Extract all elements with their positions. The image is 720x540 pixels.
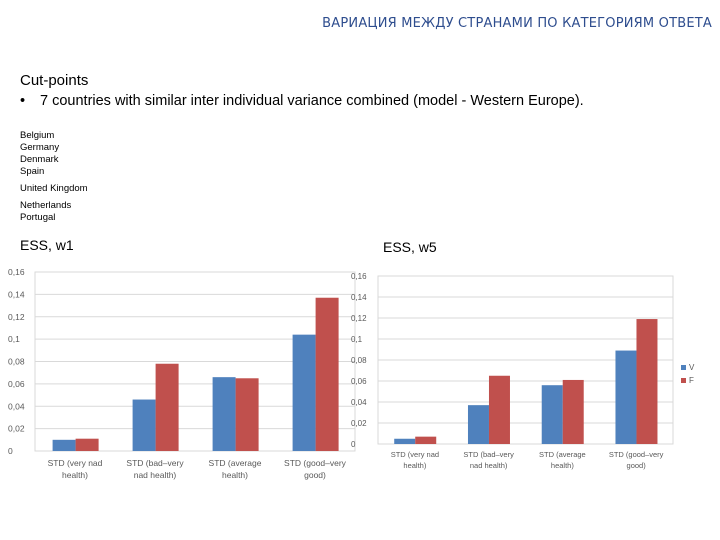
category-label: STD (very nad [391,450,439,459]
y-tick-label: 0 [8,446,13,456]
category-label: STD (bad–very [126,458,184,468]
y-tick-label: 0 [351,440,356,449]
bar-series-2 [562,379,584,444]
category-label: STD (average [209,458,262,468]
y-tick-label: 0,12 [351,314,367,323]
cutpoints-bullet-line: • 7 countries with similar inter individu… [20,93,584,109]
country-item: Spain [20,166,45,177]
category-label: good) [304,470,326,480]
y-tick-label: 0,12 [8,312,25,322]
bar-series-2 [235,378,259,451]
chart-ess-w1: 0 0,02 0,04 0,06 0,08 0,1 0,12 0,14 0,16 STD (ver… [8,267,356,480]
y-tick-label: 0,06 [8,379,25,389]
category-label: nad health) [134,470,177,480]
bar-series-2 [155,363,179,451]
country-item: Denmark [20,154,59,165]
country-item: Portugal [20,212,56,223]
country-item: United Kingdom [20,183,88,194]
bar-series-1 [541,385,563,444]
bullet-icon: • [20,93,26,109]
y-tick-label: 0,1 [351,335,363,344]
bar-series-2 [75,438,99,451]
bar-series-1 [394,438,416,444]
page-title: ВАРИАЦИЯ МЕЖДУ СТРАНАМИ ПО КАТЕГОРИЯМ ОТ… [322,16,712,31]
category-label: health) [403,461,426,470]
category-label: nad health) [470,461,508,470]
y-tick-label: 0,02 [8,424,25,434]
bar-series-1 [132,399,156,451]
legend-label: V [689,363,695,372]
legend-swatch [681,378,686,383]
chart-label-w1: ESS, w1 [20,237,74,253]
category-label: health) [551,461,574,470]
category-label: STD (average [539,450,586,459]
chart-ess-w5: 0 0,02 0,04 0,06 0,08 0,1 0,12 0,14 0,16 STD (ver… [351,272,695,470]
category-label: good) [627,461,647,470]
cutpoints-text: 7 countries with similar inter individua… [40,93,584,109]
bar-series-2 [315,297,339,451]
bar-series-1 [615,350,637,444]
category-label: STD (bad–very [463,450,514,459]
category-label: STD (good–very [284,458,347,468]
cutpoints-heading: Cut-points [20,72,89,89]
category-label: STD (good–very [609,450,664,459]
legend-swatch [681,365,686,370]
y-tick-label: 0,04 [351,398,367,407]
bar-series-2 [415,436,437,444]
y-tick-label: 0,08 [8,357,25,367]
y-tick-label: 0,04 [8,401,25,411]
country-item: Germany [20,142,60,153]
bar-series-1 [467,405,489,444]
country-item: Netherlands [20,200,72,211]
y-tick-label: 0,02 [351,419,367,428]
y-tick-label: 0,1 [8,334,20,344]
y-tick-label: 0,14 [351,293,367,302]
legend-label: F [689,376,694,385]
bar-series-1 [292,334,316,451]
y-tick-label: 0,06 [351,377,367,386]
y-tick-label: 0,08 [351,356,367,365]
bar-series-1 [52,439,76,451]
chart-label-w5: ESS, w5 [383,239,437,255]
category-label: STD (very nad [48,458,103,468]
y-tick-label: 0,16 [8,267,25,277]
countries-list: Belgium Germany Denmark Spain United Kin… [20,130,88,224]
bar-series-2 [636,319,658,444]
bar-series-1 [212,377,236,451]
country-item: Belgium [20,130,55,141]
y-tick-label: 0,16 [351,272,367,281]
category-label: health) [62,470,88,480]
y-tick-label: 0,14 [8,289,25,299]
category-label: health) [222,470,248,480]
bar-series-2 [488,375,510,444]
